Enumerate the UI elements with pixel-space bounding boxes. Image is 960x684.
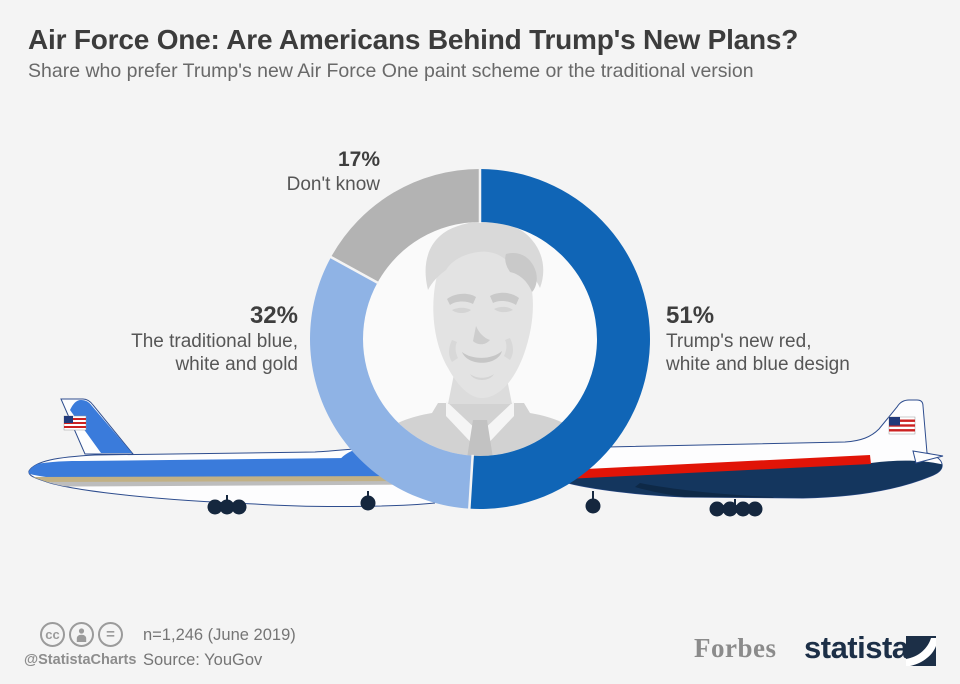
callout-label: white and blue design bbox=[666, 354, 850, 375]
callout-pct: 51% bbox=[666, 302, 715, 329]
fuselage bbox=[548, 399, 943, 499]
callout-label: Trump's new red, bbox=[666, 331, 812, 352]
us-flag-icon bbox=[63, 415, 87, 431]
callout-label: Don't know bbox=[286, 174, 380, 195]
callout-label: The traditional blue, bbox=[131, 331, 298, 352]
us-flag-icon bbox=[888, 416, 916, 435]
page-subtitle: Share who prefer Trump's new Air Force O… bbox=[28, 60, 754, 82]
callout-traditional: 32% The traditional blue, white and gold bbox=[131, 301, 298, 376]
tail-fin bbox=[60, 398, 135, 455]
callout-label: white and gold bbox=[175, 354, 298, 375]
statista-logo-mark bbox=[906, 636, 936, 666]
sample-size-note: n=1,246 (June 2019) bbox=[143, 626, 296, 644]
equals-icon: = bbox=[98, 622, 123, 647]
callout-new-design: 51% Trump's new red, white and blue desi… bbox=[666, 301, 850, 376]
cc-icon: cc bbox=[40, 622, 65, 647]
callout-dont-know: 17% Don't know bbox=[287, 147, 380, 196]
cc-license-icons: cc = bbox=[40, 622, 123, 647]
traditional-air-force-one-illustration bbox=[28, 398, 435, 515]
slice-separator bbox=[329, 255, 379, 285]
slice-separator bbox=[468, 454, 474, 510]
landing-gear bbox=[585, 491, 763, 517]
callout-pct: 17% bbox=[337, 148, 380, 171]
trump-redesign-air-force-one-illustration bbox=[548, 399, 944, 517]
donut-slices bbox=[310, 168, 650, 510]
statista-charts-handle: @StatistaCharts bbox=[24, 652, 137, 668]
attribution-person-icon bbox=[69, 622, 94, 647]
fuselage bbox=[28, 447, 435, 508]
tailplane bbox=[912, 450, 944, 464]
source-note: Source: YouGov bbox=[143, 651, 263, 669]
forbes-logo: Forbes bbox=[694, 633, 777, 663]
donut-slice bbox=[310, 257, 473, 509]
trump-portrait-illustration bbox=[363, 222, 597, 456]
landing-gear bbox=[207, 491, 376, 515]
donut-slice bbox=[469, 169, 650, 509]
page-title: Air Force One: Are Americans Behind Trum… bbox=[28, 24, 799, 55]
callout-pct: 32% bbox=[249, 302, 298, 329]
statista-logo: statista bbox=[804, 630, 909, 665]
